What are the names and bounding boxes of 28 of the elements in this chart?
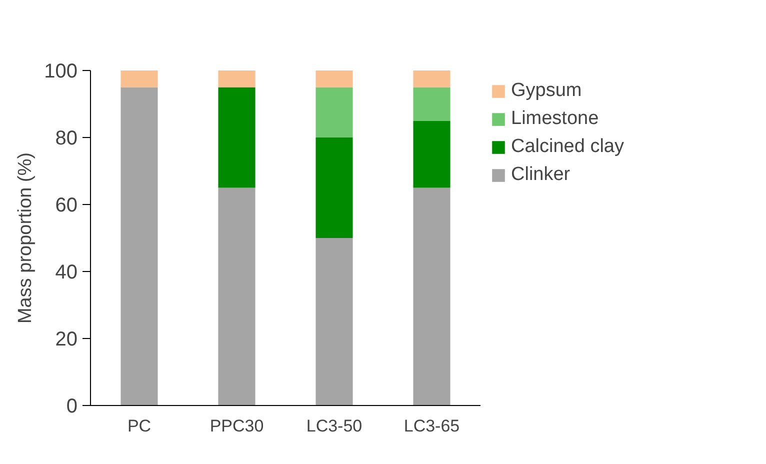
x-tick-label: LC3-50 bbox=[306, 416, 362, 436]
legend-label: Calcined clay bbox=[511, 136, 624, 158]
y-tick-label: 20 bbox=[55, 328, 78, 350]
legend-label: Gypsum bbox=[511, 80, 582, 102]
bar bbox=[316, 238, 353, 406]
y-tick-label: 40 bbox=[55, 262, 78, 284]
x-tick-label: LC3-65 bbox=[404, 416, 460, 436]
bar bbox=[316, 70, 353, 88]
bar bbox=[316, 87, 353, 138]
x-tick-label: PPC30 bbox=[210, 416, 264, 436]
x-tick-label: PC bbox=[127, 416, 152, 436]
bar bbox=[218, 188, 256, 406]
bar bbox=[413, 188, 450, 406]
bar bbox=[120, 87, 158, 406]
bar bbox=[413, 120, 450, 188]
y-tick-label: 60 bbox=[55, 194, 78, 216]
y-tick-label: 80 bbox=[55, 128, 78, 150]
legend-label: Limestone bbox=[511, 108, 599, 130]
bar bbox=[120, 70, 158, 88]
y-axis-title: Mass proportion (%) bbox=[15, 152, 36, 324]
bar bbox=[413, 70, 450, 88]
legend-label: Clinker bbox=[511, 164, 570, 186]
bar bbox=[316, 138, 353, 238]
bar bbox=[413, 87, 450, 121]
bar bbox=[218, 87, 256, 188]
bar bbox=[218, 70, 256, 88]
y-tick-label: 100 bbox=[44, 60, 78, 82]
y-tick-label: 0 bbox=[66, 396, 78, 418]
